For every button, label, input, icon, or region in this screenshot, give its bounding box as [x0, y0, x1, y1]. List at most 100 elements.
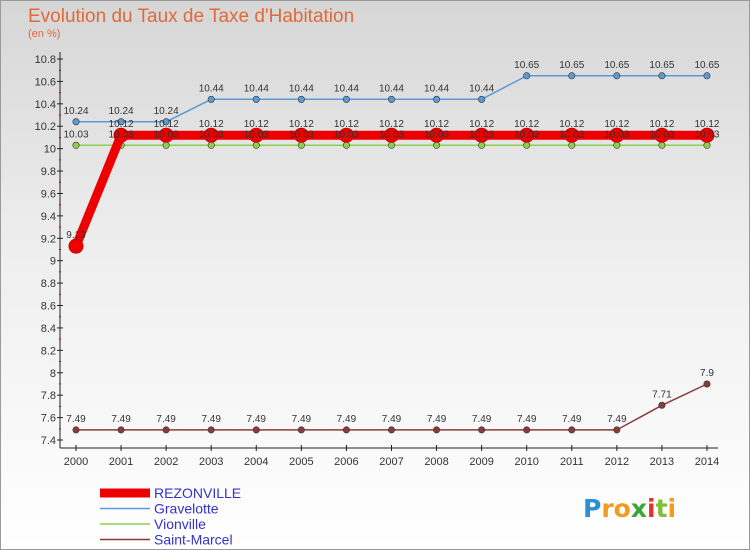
data-label: 7.49 — [111, 414, 131, 425]
data-label: 10.03 — [514, 129, 539, 140]
y-tick-label: 9.6 — [41, 188, 56, 200]
data-label: 7.49 — [156, 414, 176, 425]
data-label: 10.12 — [379, 119, 404, 130]
data-label: 10.03 — [694, 129, 719, 140]
legend-label: Gravelotte — [154, 501, 219, 517]
legend-label: REZONVILLE — [154, 485, 241, 501]
y-tick-label: 9.8 — [41, 166, 56, 178]
logo-letter: x — [631, 494, 647, 523]
data-point — [117, 118, 125, 126]
y-tick-label: 8.6 — [41, 301, 56, 313]
series-group — [68, 72, 715, 434]
data-point — [658, 141, 666, 149]
data-point — [703, 141, 711, 149]
data-label: 10.03 — [154, 129, 179, 140]
data-label: 10.12 — [559, 119, 584, 130]
logo-letter: i — [647, 494, 656, 523]
data-point — [338, 127, 354, 143]
data-point — [342, 141, 350, 149]
data-label: 10.24 — [154, 106, 179, 117]
data-point — [162, 141, 170, 149]
data-point — [297, 95, 305, 103]
data-point — [613, 141, 621, 149]
data-point — [158, 127, 174, 143]
x-tick-label: 2001 — [109, 456, 133, 468]
data-label: 10.03 — [63, 129, 88, 140]
y-tick-label: 9.4 — [41, 211, 56, 223]
data-label: 10.03 — [109, 129, 134, 140]
data-point — [523, 72, 531, 80]
data-label: 7.9 — [700, 368, 714, 379]
data-point — [609, 127, 625, 143]
data-point — [474, 127, 490, 143]
y-tick-label: 10.8 — [35, 54, 56, 66]
data-point — [387, 426, 395, 434]
x-tick-label: 2009 — [469, 456, 493, 468]
y-tick-label: 10.2 — [35, 121, 56, 133]
data-label: 10.12 — [199, 119, 224, 130]
data-point — [478, 426, 486, 434]
data-point — [203, 127, 219, 143]
data-point — [207, 95, 215, 103]
data-label: 10.65 — [514, 60, 539, 71]
data-point — [613, 72, 621, 80]
data-point — [387, 95, 395, 103]
data-label: 7.49 — [382, 414, 402, 425]
data-label: 10.03 — [424, 129, 449, 140]
proxiti-logo: Proxiti — [583, 494, 676, 523]
data-label: 7.49 — [201, 414, 221, 425]
data-point — [72, 118, 80, 126]
x-tick-label: 2005 — [289, 456, 313, 468]
data-point — [342, 95, 350, 103]
data-point — [297, 141, 305, 149]
y-tick-label: 10 — [44, 144, 56, 156]
series-line — [71, 130, 707, 248]
x-tick-label: 2002 — [154, 456, 178, 468]
data-point — [293, 127, 309, 143]
x-tick-label: 2003 — [199, 456, 223, 468]
data-point — [523, 426, 531, 434]
x-tick-label: 2011 — [560, 456, 584, 468]
y-tick-label: 8.2 — [41, 345, 56, 357]
data-point — [342, 426, 350, 434]
data-label: 10.44 — [424, 83, 449, 94]
logo-text: Proxiti — [583, 494, 676, 523]
data-point — [252, 95, 260, 103]
data-label: 10.03 — [559, 129, 584, 140]
y-tick-label: 8.4 — [41, 323, 56, 335]
data-label: 7.49 — [337, 414, 357, 425]
y-tick-label: 10.4 — [35, 99, 56, 111]
data-label: 10.12 — [244, 119, 269, 130]
data-label: 10.03 — [379, 129, 404, 140]
x-tick-label: 2007 — [379, 456, 403, 468]
data-point — [162, 426, 170, 434]
data-point — [699, 127, 715, 143]
data-point — [387, 141, 395, 149]
data-point — [523, 141, 531, 149]
data-label: 7.49 — [427, 414, 447, 425]
data-label: 10.12 — [694, 119, 719, 130]
data-point — [564, 127, 580, 143]
data-label: 7.49 — [66, 414, 86, 425]
data-label: 10.65 — [604, 60, 629, 71]
data-label: 10.12 — [514, 119, 539, 130]
data-label: 10.12 — [649, 119, 674, 130]
data-point — [703, 72, 711, 80]
data-point — [478, 95, 486, 103]
data-point — [252, 426, 260, 434]
data-point — [383, 127, 399, 143]
legend-label: Saint-Marcel — [154, 532, 233, 548]
data-point — [658, 401, 666, 409]
data-point — [568, 426, 576, 434]
data-label: 10.24 — [109, 106, 134, 117]
data-label: 10.65 — [649, 60, 674, 71]
data-point — [72, 141, 80, 149]
data-point — [433, 426, 441, 434]
data-label: 10.44 — [199, 83, 224, 94]
data-label: 10.65 — [559, 60, 584, 71]
chart-title: Evolution du Taux de Taxe d'Habitation — [28, 6, 355, 27]
data-label: 10.12 — [154, 119, 179, 130]
data-label: 10.44 — [379, 83, 404, 94]
data-point — [433, 95, 441, 103]
data-point — [654, 127, 670, 143]
